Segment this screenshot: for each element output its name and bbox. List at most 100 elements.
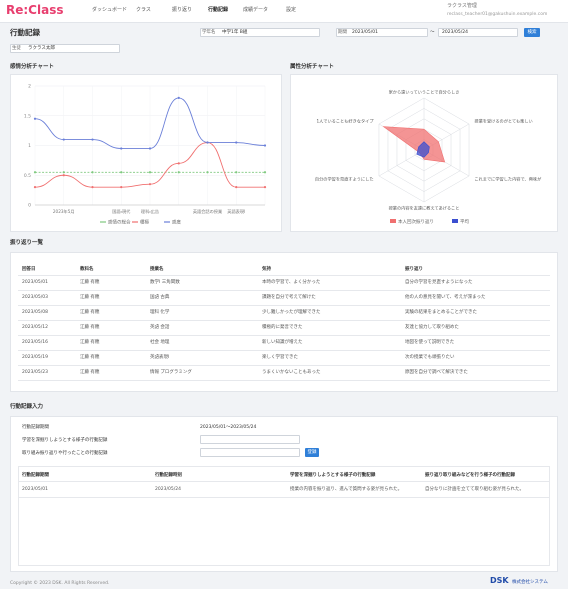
entry-table — [18, 466, 550, 566]
table-cell: 2023/05/16 — [22, 340, 48, 345]
field-label: 学習を深掘りしようとする様子の行動記録 — [22, 438, 108, 443]
section-title: 振り返り一覧 — [10, 240, 44, 246]
table-cell: 江藤 有穂 — [80, 325, 100, 330]
table-cell: 地図を使って説明できた — [405, 340, 455, 345]
table-cell: 本時の学習で、よく分かった — [262, 280, 321, 285]
user-email: reclass_teacher01@gakushuin.example.com — [447, 12, 548, 17]
period-to-text: 2023/05/24 — [442, 30, 468, 35]
page-title: 行動記録 — [10, 28, 40, 37]
table-cell: 江藤 有穂 — [80, 370, 100, 375]
column-header: 気持 — [262, 267, 271, 272]
column-header: 授業名 — [150, 267, 164, 272]
period-from-text: 2023/05/01 — [352, 30, 378, 35]
table-line — [18, 320, 550, 321]
table-cell: 江藤 有穂 — [80, 340, 100, 345]
table-cell: 社会 地理 — [150, 340, 170, 345]
table-line — [18, 365, 550, 366]
table-cell: 江藤 有穂 — [80, 355, 100, 360]
student-label: 生徒 — [12, 46, 21, 51]
table-cell: 2023/05/01 — [22, 487, 48, 492]
class-value: 中学1年 B組 — [222, 30, 248, 35]
period-sep: 〜 — [430, 30, 435, 35]
table-cell: 原因を自分で調べて解決できた — [405, 370, 468, 375]
table-line — [18, 481, 550, 482]
table-cell: 国語 古典 — [150, 295, 170, 300]
search-button[interactable]: 検索 — [524, 28, 540, 37]
table-line — [18, 335, 550, 336]
table-cell: 少し難しかったが理解できた — [262, 310, 321, 315]
table-cell: 自分なりに計画を立てて取り組む姿が見られた。 — [425, 487, 524, 492]
table-cell: 楽しく学習できた — [262, 355, 298, 360]
table-line — [18, 305, 550, 306]
text-input[interactable] — [200, 448, 300, 457]
brand-sub: 株式会社システム — [512, 580, 548, 585]
chart-title: 属性分析チャート — [290, 64, 334, 70]
table-cell: うまくいかないこともあった — [262, 370, 321, 375]
table-line — [18, 275, 550, 276]
table-cell: 理科 化学 — [150, 310, 170, 315]
table-cell: 英語 会話 — [150, 325, 170, 330]
table-cell: 他の人の意見を聞いて、考えが深まった — [405, 295, 486, 300]
brand: DSK — [490, 576, 509, 585]
column-header: 学習を深掘りしようとする様子の行動記録 — [290, 473, 376, 478]
table-cell: 積極的に発言できた — [262, 325, 303, 330]
table-line — [18, 350, 550, 351]
student-select[interactable] — [10, 44, 120, 53]
column-header: 行動記録期間 — [22, 473, 49, 478]
table-cell: 次の授業でも頑張りたい — [405, 355, 455, 360]
class-label: 学年名 — [202, 30, 216, 35]
table-cell: 2023/05/03 — [22, 295, 48, 300]
top-bar — [0, 0, 568, 23]
table-cell: 授業の内容を振り返り、進んで質問する姿が見られた。 — [290, 487, 403, 492]
column-header: 行動記録時刻 — [155, 473, 182, 478]
table-cell: 2023/05/12 — [22, 325, 48, 330]
table-cell: 英語表現I — [150, 355, 170, 360]
column-header: 回答日 — [22, 267, 36, 272]
table-cell: 2023/05/23 — [22, 370, 48, 375]
table-line — [18, 380, 550, 381]
line-panel — [10, 74, 282, 232]
field-label: 取り組み振り返りや行ったことの行動記録 — [22, 451, 108, 456]
nav-item[interactable]: クラス — [136, 7, 151, 13]
class-select[interactable] — [200, 28, 320, 37]
table-cell: 自分の学習を見直すようになった — [405, 280, 473, 285]
nav-item[interactable]: 成績データ — [243, 7, 269, 13]
text-input[interactable] — [200, 435, 300, 444]
column-header: 教科名 — [80, 267, 94, 272]
table-cell: 2023/05/19 — [22, 355, 48, 360]
nav-item[interactable]: ダッシュボード — [92, 7, 128, 13]
table-cell: 友達と協力して取り組めた — [405, 325, 459, 330]
table-line — [18, 497, 550, 498]
radar-panel — [290, 74, 558, 232]
section-title: 行動記録入力 — [10, 404, 44, 410]
column-header: 振り返り取り組みなどを行う様子の行動記録 — [425, 473, 515, 478]
student-value: ラクラス太郎 — [28, 46, 55, 51]
nav-item[interactable]: 設定 — [286, 7, 297, 13]
table-cell: 新しい知識が増えた — [262, 340, 303, 345]
nav-item[interactable]: 行動記録 — [208, 7, 229, 13]
user-name: ラクラス管理 — [447, 3, 477, 9]
logo: Re:Class — [6, 3, 64, 17]
period-from[interactable] — [336, 28, 428, 37]
chart-title: 感情分析チャート — [10, 64, 54, 70]
table-cell: 2023/05/08 — [22, 310, 48, 315]
field-value: 2023/05/01〜2023/05/24 — [200, 425, 257, 430]
field-label: 行動記録期間 — [22, 425, 49, 430]
register-button[interactable]: 登録 — [305, 448, 319, 457]
table-cell: 江藤 有穂 — [80, 280, 100, 285]
table-cell: 江藤 有穂 — [80, 310, 100, 315]
table-cell: 課題を自分で考えて解けた — [262, 295, 316, 300]
table-cell: 江藤 有穂 — [80, 295, 100, 300]
table-cell: 数学I 三角関数 — [150, 280, 180, 285]
table-cell: 実験の結果をまとめることができた — [405, 310, 477, 315]
table-line — [18, 290, 550, 291]
table-cell: 2023/05/01 — [22, 280, 48, 285]
nav-item[interactable]: 振り返り — [172, 7, 193, 13]
period-label: 期間 — [338, 30, 347, 35]
table-cell: 2023/05/24 — [155, 487, 181, 492]
column-header: 振り返り — [405, 267, 423, 272]
table-cell: 情報 プログラミング — [150, 370, 192, 375]
period-to[interactable] — [438, 28, 518, 37]
copyright: Copyright © 2023 DSK. All Rights Reserve… — [10, 581, 110, 586]
